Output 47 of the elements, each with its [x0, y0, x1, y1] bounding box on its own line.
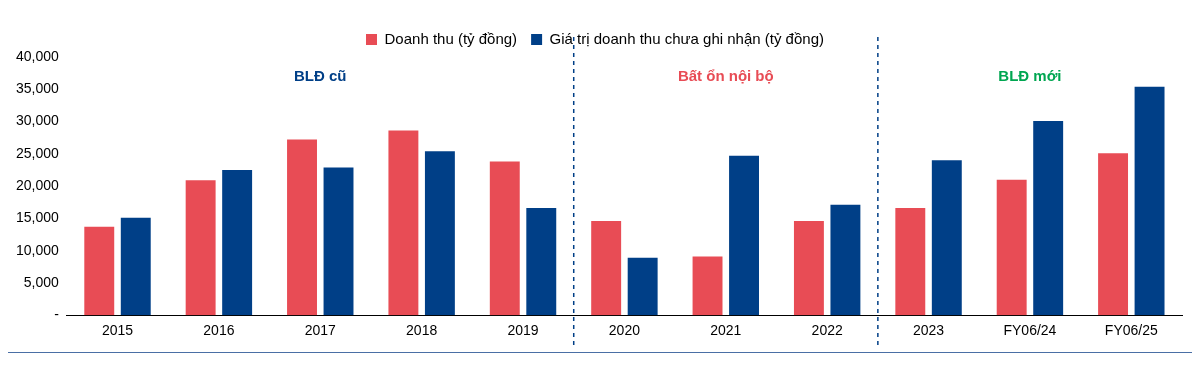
legend-label: Giá trị doanh thu chưa ghi nhận (tỷ đồng)	[549, 29, 824, 47]
y-tick-label: -	[54, 306, 60, 323]
bar	[1098, 153, 1129, 316]
bar	[323, 167, 354, 316]
bar	[84, 226, 115, 316]
bar	[895, 208, 926, 316]
bar	[489, 161, 520, 316]
x-tick-label: 2021	[710, 322, 742, 339]
bar	[526, 208, 557, 316]
x-tick-label: 2015	[101, 322, 134, 339]
bar	[931, 160, 962, 316]
x-tick-label: 2020	[608, 322, 641, 339]
bar	[692, 256, 723, 316]
x-tick-label: 2017	[304, 322, 337, 339]
y-tick-label: 40,000	[15, 47, 60, 64]
x-tick-label: 2018	[406, 322, 438, 339]
bar	[627, 257, 658, 316]
bar	[287, 139, 317, 316]
bar	[388, 130, 419, 316]
y-tick-label: 5,000	[23, 273, 60, 290]
x-tick-label: FY06/25	[1104, 322, 1158, 339]
y-tick-label: 10,000	[15, 241, 60, 258]
y-tick-label: 25,000	[15, 144, 60, 161]
annotation: BLĐ cũ	[294, 67, 347, 85]
legend-label: Doanh thu (tỷ đồng)	[384, 29, 518, 47]
bar	[996, 179, 1027, 316]
bar	[1134, 86, 1165, 316]
bar	[591, 220, 622, 316]
y-tick-label: 30,000	[15, 112, 60, 129]
bar	[1033, 120, 1064, 316]
bar	[729, 155, 759, 316]
bar	[830, 204, 861, 316]
y-tick-label: 35,000	[15, 80, 60, 97]
x-tick-label: 2022	[811, 322, 843, 339]
y-tick-label: 15,000	[15, 209, 60, 226]
x-tick-label: 2023	[912, 322, 945, 339]
bar	[185, 180, 216, 316]
bar	[793, 220, 824, 316]
bar	[222, 169, 253, 316]
annotation: BLĐ mới	[998, 67, 1062, 85]
annotation: Bất ổn nội bộ	[677, 67, 774, 85]
bar	[424, 151, 455, 316]
x-tick-label: 2019	[507, 322, 539, 339]
bar	[120, 217, 151, 316]
x-tick-label: FY06/24	[1003, 322, 1057, 339]
x-tick-label: 2016	[203, 322, 235, 339]
y-tick-label: 20,000	[15, 176, 60, 193]
